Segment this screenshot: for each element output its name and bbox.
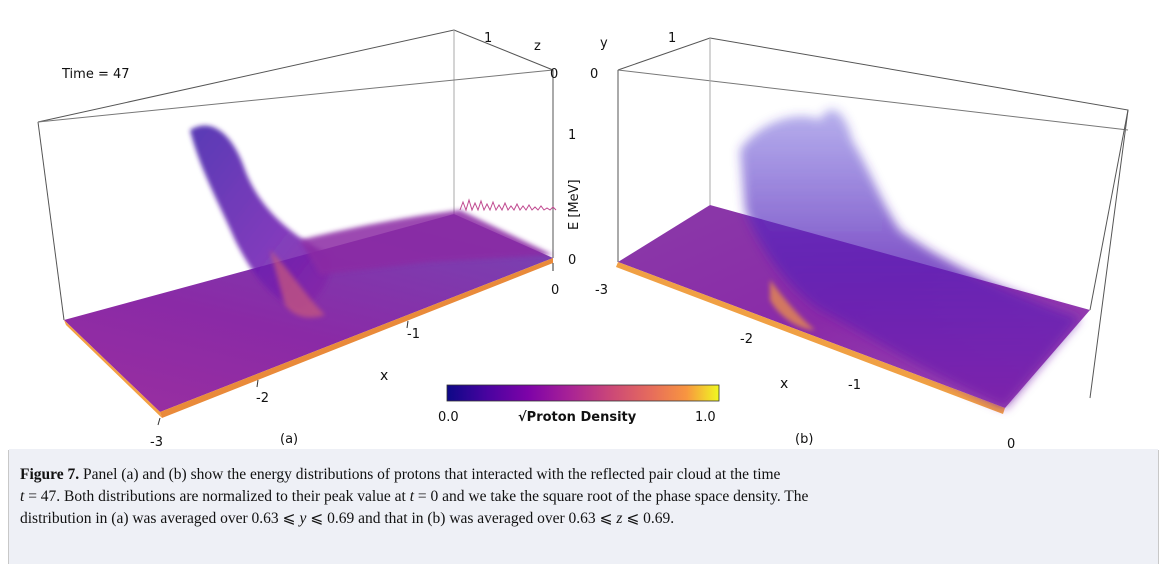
caption-text-2a: = 47. Both distributions are normalized … [24, 488, 410, 505]
caption-text-3c: ⩽ 0.69. [622, 510, 675, 527]
caption-var-z: z [616, 510, 623, 527]
colorbar-min-label: 0.0 [438, 410, 459, 425]
panel-b-box-back [617, 37, 1129, 399]
panel-a-xtick-2: -1 [407, 327, 420, 342]
panel-a-plume [190, 125, 331, 310]
panel-b-xtick-2: -1 [848, 378, 861, 393]
panel-a-depth-tick: 1 [484, 31, 492, 46]
panel-b-xtick-1: -2 [740, 332, 753, 347]
panel-b-plume [740, 109, 1080, 408]
caption-text-3b: ⩽ 0.69 and that in (b) was averaged over… [306, 510, 617, 527]
colorbar: 0.0 √Proton Density 1.0 [438, 384, 720, 425]
panel-a-hot-region [270, 250, 325, 318]
caption-line-1: Figure 7. Panel (a) and (b) show the ene… [20, 464, 1140, 486]
panel-a-box-left [37, 121, 65, 321]
figure-caption: Figure 7. Panel (a) and (b) show the ene… [20, 464, 1140, 530]
panel-a-corner-tick: 0 [550, 67, 558, 82]
panel-b-hot-region [770, 280, 815, 330]
panel-b-box-top [617, 69, 1129, 131]
colorbar-title: √Proton Density [518, 410, 637, 425]
panel-a: -3 -2 -1 0 x 1 z 0 Time = 47 (a) [37, 29, 559, 450]
panel-b: -3 -2 -1 0 x y 1 0 (b) [590, 31, 1129, 450]
caption-text-2b: = 0 and we take the square root of the p… [414, 488, 809, 505]
caption-text-1: Panel (a) and (b) show the energy distri… [83, 466, 781, 483]
panel-b-label: (b) [795, 432, 813, 447]
panel-a-label: (a) [280, 432, 298, 447]
time-label: Time = 47 [61, 67, 130, 82]
panel-a-noise-spikes [459, 198, 557, 212]
e-axis-label: E [MeV] [567, 179, 582, 230]
panel-a-xtick-1: -2 [256, 391, 269, 406]
e-tick-1: 1 [568, 128, 576, 143]
panel-b-xtick-0: -3 [595, 283, 608, 298]
panel-b-xtick-3: 0 [1007, 437, 1015, 450]
panel-b-corner-tick: 0 [590, 67, 598, 82]
e-tick-0: 0 [568, 253, 576, 268]
caption-figure-label: Figure 7. [20, 466, 80, 483]
panel-a-xtick-3: 0 [551, 283, 559, 298]
panel-b-floor-edge [616, 262, 1005, 414]
energy-axis: 0 1 E [MeV] [567, 128, 582, 268]
figure-7-plot: -3 -2 -1 0 x 1 z 0 Time = 47 (a) 0 1 E [… [37, 29, 1129, 450]
panel-a-floor-edge [64, 320, 162, 418]
panel-a-x-axis-label: x [380, 368, 388, 384]
panel-a-box-top [37, 69, 554, 123]
caption-line-2: t = 47. Both distributions are normalize… [20, 486, 1140, 508]
caption-text-3a: distribution in (a) was averaged over 0.… [20, 510, 300, 527]
panel-a-upper-sheet [300, 210, 553, 275]
panel-a-floor-front-edge [160, 258, 553, 418]
panel-b-depth-tick: 1 [668, 31, 676, 46]
colorbar-gradient [446, 384, 720, 402]
panel-a-z-label: z [534, 39, 541, 54]
panel-a-xtick-0: -3 [150, 435, 163, 450]
caption-var-y: y [299, 510, 307, 527]
colorbar-max-label: 1.0 [695, 410, 716, 425]
caption-background [9, 449, 1158, 564]
caption-line-3: distribution in (a) was averaged over 0.… [20, 508, 1140, 530]
caption-var-t: t [20, 488, 25, 505]
caption-var-t2: t [409, 488, 415, 505]
panel-b-y-label: y [600, 36, 608, 51]
panel-b-x-axis-label: x [780, 376, 788, 392]
